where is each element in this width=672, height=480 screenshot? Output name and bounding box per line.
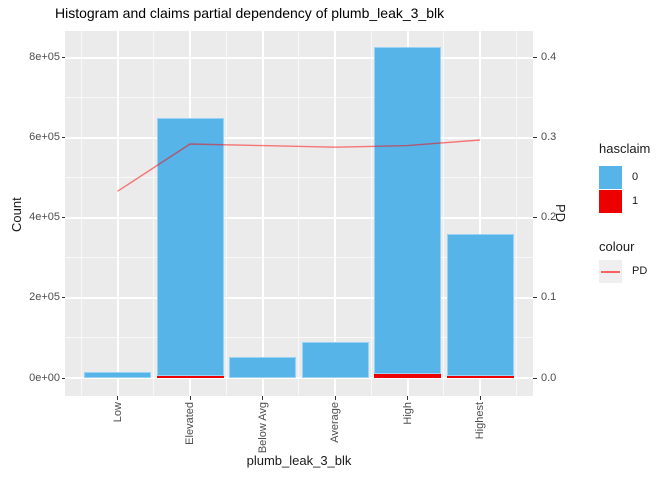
gridline-major-h bbox=[65, 377, 533, 379]
x-tick-label: High bbox=[401, 402, 414, 425]
gridline-major-h bbox=[65, 216, 533, 219]
gridline-major-v bbox=[116, 31, 119, 396]
bar-hasclaim-1 bbox=[374, 373, 441, 378]
x-tick-mark bbox=[334, 396, 336, 400]
y-left-tick-mark bbox=[61, 137, 65, 139]
x-tick-label: Elevated bbox=[184, 402, 196, 445]
x-tick-mark bbox=[479, 396, 481, 400]
gridline-major-v bbox=[334, 31, 336, 396]
legend-title-hasclaim: hasclaim bbox=[599, 141, 651, 156]
gridline-minor-v bbox=[298, 31, 300, 396]
y-left-tick-label: 0e+00 bbox=[29, 371, 60, 384]
x-tick-mark bbox=[262, 396, 263, 400]
y-left-tick-label: 4e+05 bbox=[29, 211, 60, 224]
y-right-tick-label: 0.3 bbox=[541, 131, 557, 144]
gridline-major-h bbox=[65, 136, 533, 139]
legend-key-pd-line bbox=[599, 260, 622, 283]
gridline-major-h bbox=[65, 56, 533, 59]
gridline-major-v bbox=[261, 31, 264, 396]
bar-hasclaim-0 bbox=[229, 357, 296, 378]
y-right-tick-label: 0.4 bbox=[541, 51, 557, 63]
x-tick-mark bbox=[189, 396, 191, 400]
bar-hasclaim-1 bbox=[156, 375, 224, 378]
x-tick-label: Average bbox=[329, 402, 341, 443]
x-tick-label: Highest bbox=[474, 402, 486, 440]
bar-hasclaim-0 bbox=[84, 371, 151, 378]
y-left-tick-mark bbox=[61, 377, 65, 379]
y-left-tick-label: 8e+05 bbox=[29, 51, 60, 63]
y-right-tick-mark bbox=[533, 297, 537, 299]
y-right-tick-label: 0.0 bbox=[541, 371, 557, 384]
y-right-tick-mark bbox=[533, 217, 537, 219]
legend-label-hasclaim-0: 0 bbox=[632, 171, 639, 183]
gridline-minor-v bbox=[225, 31, 227, 396]
y-left-tick-mark bbox=[61, 57, 65, 58]
plot-panel bbox=[65, 31, 533, 396]
y-left-tick-mark bbox=[61, 297, 65, 299]
bar-hasclaim-0 bbox=[374, 47, 441, 374]
pd-line-sample bbox=[601, 271, 620, 273]
gridline-major-h bbox=[65, 296, 533, 299]
gridline-minor-v bbox=[443, 31, 445, 396]
gridline-minor-v bbox=[370, 31, 372, 396]
x-axis-title: plumb_leak_3_blk bbox=[246, 453, 352, 468]
y-left-tick-label: 2e+05 bbox=[29, 291, 60, 304]
x-tick-label: Below Avg bbox=[256, 402, 269, 454]
x-tick-mark bbox=[117, 396, 118, 400]
y-right-tick-label: 0.1 bbox=[541, 291, 557, 304]
y-right-tick-mark bbox=[533, 377, 537, 379]
bar-hasclaim-0 bbox=[446, 233, 514, 376]
gridline-minor-v bbox=[153, 31, 155, 396]
bar-hasclaim-0 bbox=[301, 341, 369, 378]
y-right-tick-mark bbox=[533, 57, 537, 58]
gridline-major-v bbox=[479, 31, 481, 396]
y-left-tick-label: 6e+05 bbox=[29, 131, 60, 144]
legend-title-colour: colour bbox=[599, 239, 635, 254]
bar-hasclaim-0 bbox=[156, 117, 224, 376]
legend-label-pd: PD bbox=[632, 265, 648, 277]
x-tick-mark bbox=[407, 396, 408, 400]
bar-hasclaim-1 bbox=[446, 375, 514, 378]
y-right-tick-mark bbox=[533, 137, 537, 139]
legend-label-hasclaim-1: 1 bbox=[632, 195, 639, 207]
x-tick-label: Low bbox=[111, 402, 124, 423]
y-right-tick-label: 0.2 bbox=[541, 211, 557, 224]
legend-swatch-hasclaim-1 bbox=[599, 190, 622, 213]
y-left-tick-mark bbox=[61, 217, 65, 219]
gridline-minor-v bbox=[515, 31, 517, 396]
gridline-minor-v bbox=[80, 31, 82, 396]
chart-title: Histogram and claims partial dependency … bbox=[55, 5, 445, 21]
legend-swatch-hasclaim-0 bbox=[599, 166, 622, 189]
